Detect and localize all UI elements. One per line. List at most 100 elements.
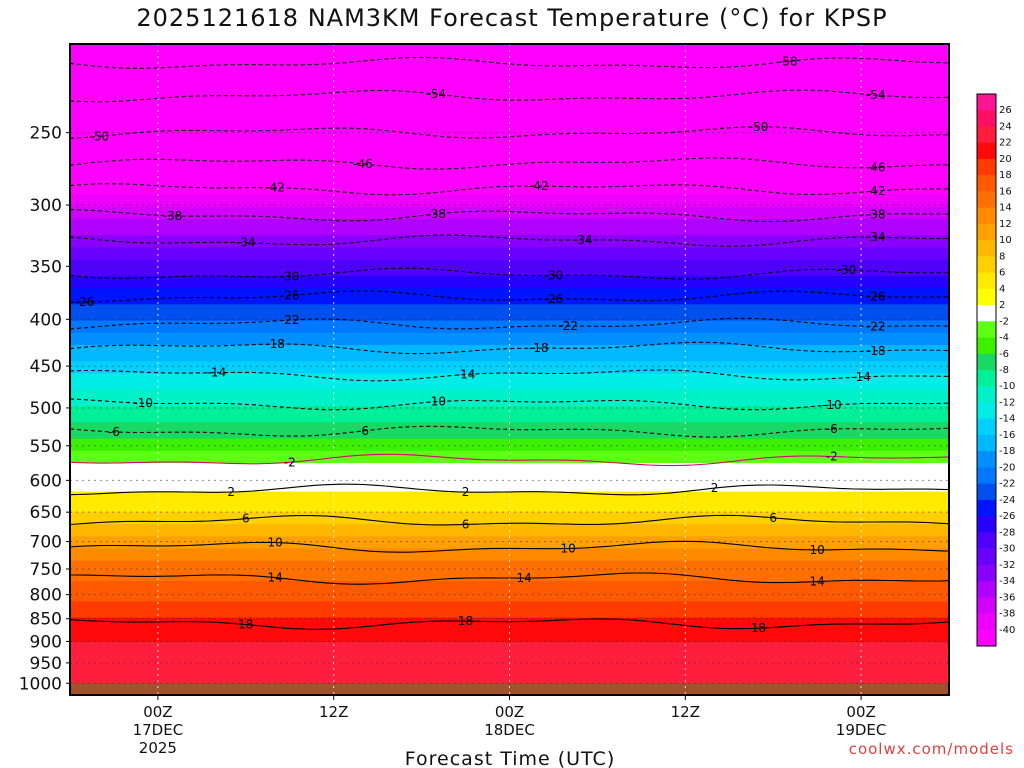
temperature-band	[70, 182, 949, 188]
y-tick-label: 250	[30, 124, 62, 144]
temperature-band	[70, 271, 949, 277]
colorbar-swatch	[977, 613, 996, 631]
contour-label: -30	[544, 268, 564, 282]
colorbar-label: 4	[999, 284, 1005, 295]
colorbar-swatch	[977, 370, 996, 387]
temperature-band	[70, 88, 949, 94]
colorbar-label: 2	[999, 300, 1005, 311]
temperature-band	[70, 296, 949, 301]
temperature-band	[70, 393, 949, 399]
temperature-band	[70, 239, 949, 244]
contour-label: -26	[544, 292, 564, 306]
contour-label: -46	[866, 160, 886, 174]
temperature-band	[70, 572, 949, 578]
contour-label: -50	[89, 129, 109, 143]
contour-label: -2	[826, 449, 838, 463]
temperature-band	[70, 536, 949, 541]
contour-line	[70, 483, 949, 496]
colorbar-swatch	[977, 256, 996, 274]
temperature-band	[70, 64, 949, 70]
y-tick-label: 750	[30, 560, 62, 580]
colorbar-swatch	[977, 94, 996, 111]
colorbar-swatch	[977, 110, 996, 127]
contour-label: -6	[357, 424, 369, 438]
contour-label: -34	[236, 236, 256, 250]
temperature-band	[70, 145, 949, 151]
temperature-band	[70, 369, 949, 375]
y-tick-label: 550	[30, 437, 62, 457]
colorbar-swatch	[977, 499, 996, 517]
contour-label: -34	[866, 230, 886, 244]
temperature-band	[70, 381, 949, 387]
colorbar-label: -28	[999, 527, 1015, 538]
contour-line	[70, 540, 949, 553]
contour-label: -46	[353, 157, 373, 171]
colorbar-swatch	[977, 418, 996, 436]
temperature-band	[70, 609, 949, 615]
temperature-band	[70, 357, 949, 362]
temperature-band	[70, 442, 949, 448]
temperature-band	[70, 170, 949, 175]
temperature-band	[70, 650, 949, 655]
colorbar-swatch	[977, 548, 996, 566]
contour-label: 14	[810, 575, 825, 589]
colorbar-label: 10	[999, 235, 1012, 246]
temperature-band	[70, 446, 949, 452]
contour-label: -54	[426, 87, 446, 101]
contour-label: 10	[560, 542, 575, 556]
temperature-band	[70, 410, 949, 415]
chart-title: 2025121618 NAM3KM Forecast Temperature (…	[136, 4, 888, 32]
colorbar-swatch	[977, 158, 996, 176]
temperature-band	[70, 638, 949, 643]
colorbar-swatch	[977, 483, 996, 501]
temperature-band	[70, 507, 949, 513]
contour-label: 6	[769, 511, 777, 525]
contour-label: -2	[284, 455, 296, 469]
contour-label: -14	[207, 366, 227, 380]
x-axis-label: Forecast Time (UTC)	[405, 748, 615, 768]
colorbar-label: -8	[999, 365, 1009, 376]
colorbar-swatch	[977, 597, 996, 615]
colorbar-label: -26	[999, 511, 1015, 522]
colorbar-label: 16	[999, 186, 1012, 197]
colorbar-swatch	[977, 581, 996, 598]
colorbar-label: -38	[999, 609, 1015, 620]
x-tick-label: 00Z	[143, 703, 172, 721]
temperature-band	[70, 585, 949, 590]
contour-label: -42	[866, 184, 886, 198]
temperature-band	[70, 670, 949, 676]
contour-label: 18	[458, 614, 473, 628]
contour-label: -22	[558, 319, 578, 333]
temperature-band	[70, 227, 949, 232]
colorbar-label: 24	[999, 121, 1012, 132]
colorbar-label: -10	[999, 381, 1015, 392]
temperature-band	[70, 479, 949, 485]
contour-label: -42	[529, 179, 549, 193]
contour-label: -54	[866, 88, 886, 102]
y-tick-label: 900	[30, 632, 62, 652]
colorbar-swatch	[977, 402, 996, 420]
contour-label: 18	[751, 621, 766, 635]
temperature-band	[70, 190, 949, 196]
colorbar-swatch	[977, 434, 996, 452]
temperature-band	[70, 328, 949, 334]
colorbar-label: 8	[999, 251, 1005, 262]
y-tick-label: 500	[30, 399, 62, 419]
x-tick-label: 18DEC	[484, 721, 535, 739]
colorbar-label: -40	[999, 625, 1015, 636]
temperature-band	[70, 206, 949, 212]
colorbar-label: -2	[999, 316, 1009, 327]
temperature-band	[70, 125, 949, 131]
colorbar-swatch	[977, 207, 996, 225]
temperature-band	[70, 377, 949, 383]
temperature-band	[70, 621, 949, 627]
below-ground-surface	[70, 683, 949, 695]
x-tick-label: 00Z	[846, 703, 875, 721]
temperature-band	[70, 483, 949, 489]
contour-label: 6	[462, 517, 470, 531]
colorbar-swatch	[977, 321, 996, 339]
temperature-band	[70, 471, 949, 476]
temperature-band	[70, 308, 949, 314]
colorbar-label: 12	[999, 219, 1012, 230]
contour-label: -34	[573, 233, 593, 247]
